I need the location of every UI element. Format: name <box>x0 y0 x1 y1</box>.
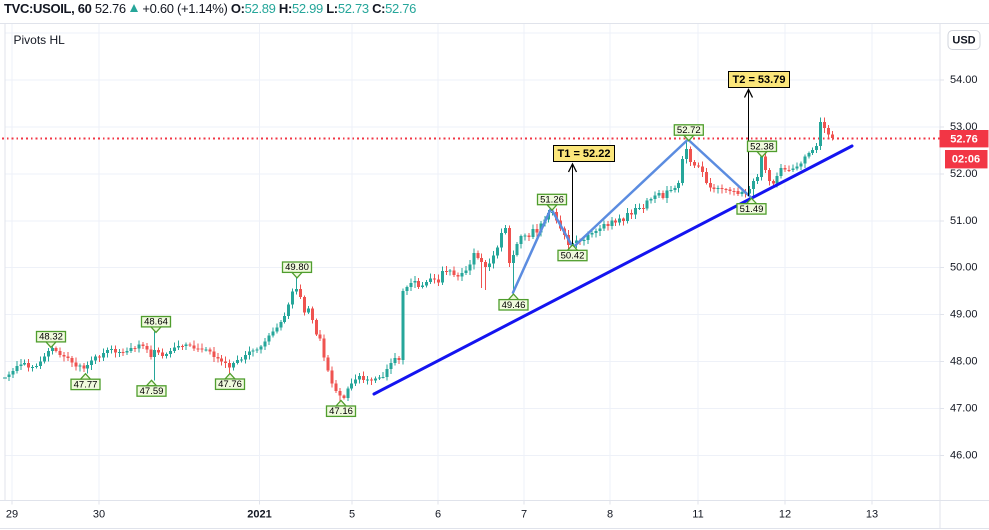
svg-text:12: 12 <box>779 509 791 521</box>
svg-text:49.46: 49.46 <box>502 300 526 311</box>
svg-text:52.72: 52.72 <box>677 125 701 136</box>
svg-text:52.00: 52.00 <box>950 168 978 180</box>
svg-text:2021: 2021 <box>247 509 271 521</box>
svg-text:30: 30 <box>93 509 105 521</box>
svg-text:53.00: 53.00 <box>950 121 978 133</box>
svg-text:T2 = 53.79: T2 = 53.79 <box>733 74 786 86</box>
svg-text:50.00: 50.00 <box>950 262 978 274</box>
svg-text:47.16: 47.16 <box>329 406 353 417</box>
svg-text:52.38: 52.38 <box>750 141 774 152</box>
svg-text:51.26: 51.26 <box>540 195 564 206</box>
svg-text:49.80: 49.80 <box>285 262 309 273</box>
svg-text:T1 = 52.22: T1 = 52.22 <box>558 148 611 160</box>
svg-text:29: 29 <box>6 509 18 521</box>
svg-text:49.00: 49.00 <box>950 309 978 321</box>
svg-text:47.77: 47.77 <box>74 379 98 390</box>
svg-text:USD: USD <box>952 35 975 47</box>
svg-text:47.00: 47.00 <box>950 403 978 415</box>
svg-text:02:06: 02:06 <box>952 154 980 166</box>
svg-text:52.76: 52.76 <box>950 133 978 145</box>
svg-text:50.42: 50.42 <box>561 251 585 262</box>
svg-text:48.32: 48.32 <box>39 332 63 343</box>
svg-text:51.49: 51.49 <box>740 204 764 215</box>
svg-text:48.00: 48.00 <box>950 356 978 368</box>
svg-text:47.59: 47.59 <box>140 386 164 397</box>
svg-text:8: 8 <box>607 509 613 521</box>
svg-text:47.76: 47.76 <box>218 379 242 390</box>
svg-text:54.00: 54.00 <box>950 74 978 86</box>
svg-text:48.64: 48.64 <box>144 317 168 328</box>
svg-text:51.00: 51.00 <box>950 215 978 227</box>
svg-text:6: 6 <box>435 509 441 521</box>
svg-text:46.00: 46.00 <box>950 450 978 462</box>
svg-text:5: 5 <box>349 509 355 521</box>
svg-text:13: 13 <box>866 509 878 521</box>
svg-text:7: 7 <box>521 509 527 521</box>
svg-text:11: 11 <box>692 509 703 521</box>
